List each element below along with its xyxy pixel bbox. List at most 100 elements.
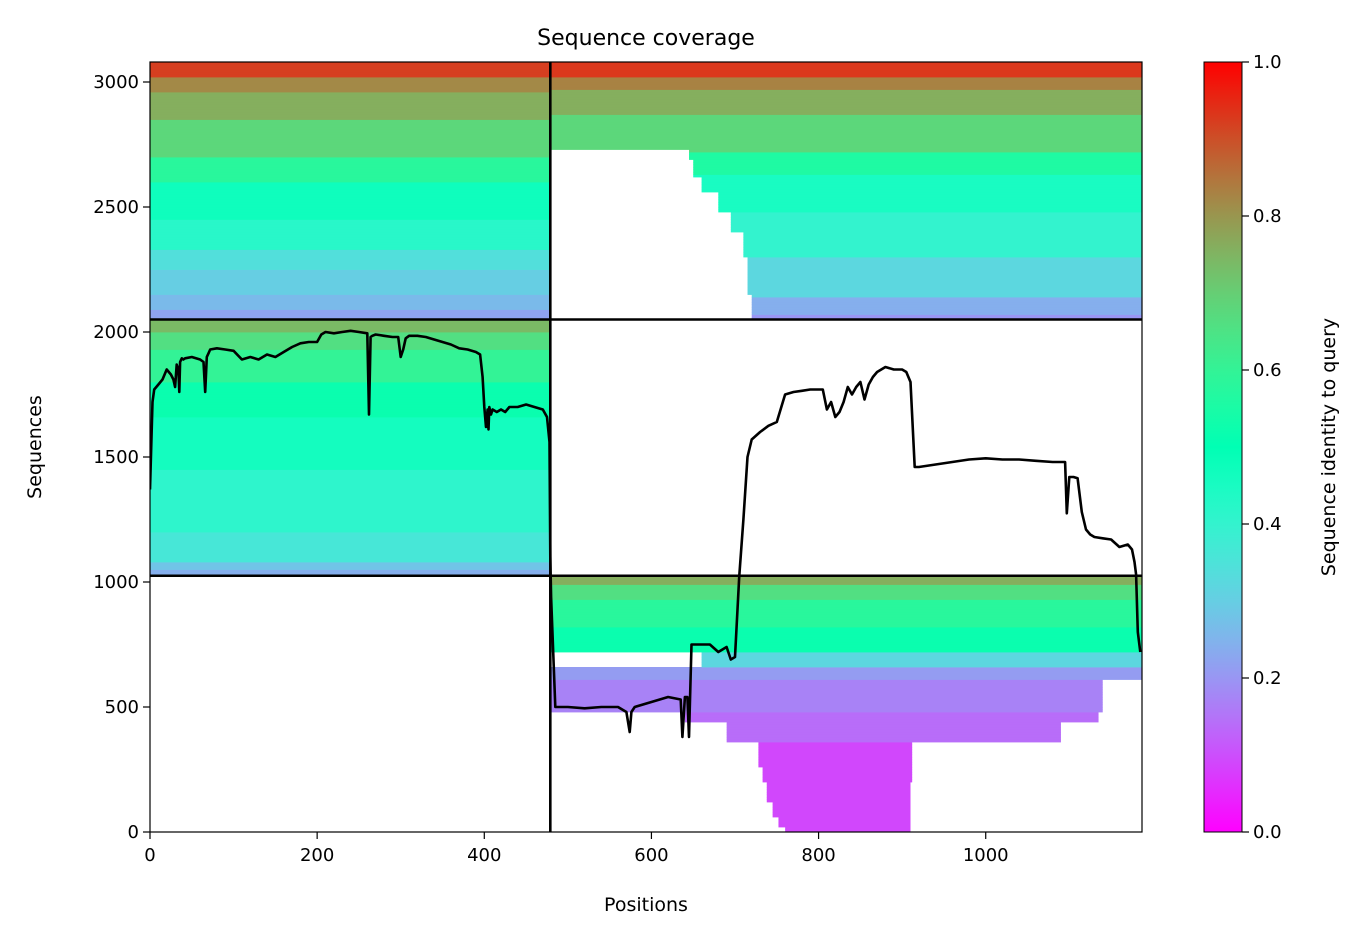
coverage-strip (689, 154, 1142, 158)
coverage-strip (150, 407, 551, 410)
coverage-strip (550, 644, 1142, 648)
coverage-strip (150, 349, 551, 353)
coverage-strip (150, 242, 551, 245)
coverage-strip (150, 367, 551, 370)
coverage-strip (150, 159, 551, 163)
coverage-strip (550, 67, 1142, 70)
coverage-strip (766, 782, 911, 785)
coverage-strip (150, 167, 551, 170)
coverage-strip (150, 259, 551, 263)
colorbar-label: Sequence identity to query (1318, 318, 1340, 576)
coverage-strip (150, 492, 551, 495)
coverage-strip (718, 194, 1142, 198)
colorbar-tick-label: 0.6 (1253, 360, 1282, 381)
coverage-strip (150, 157, 551, 160)
coverage-strip (550, 629, 1142, 633)
coverage-strip (150, 544, 551, 548)
coverage-strip (150, 292, 551, 295)
y-tick-label: 1500 (93, 447, 139, 468)
coverage-strip (550, 627, 1142, 630)
coverage-strip (150, 564, 551, 568)
coverage-strip (550, 77, 1142, 80)
coverage-strip (150, 197, 551, 200)
plot-frame (149, 61, 1143, 833)
coverage-strip (150, 342, 551, 345)
coverage-strip (701, 662, 1142, 665)
coverage-strip (150, 377, 551, 380)
coverage-strip (150, 107, 551, 110)
coverage-strip (701, 654, 1142, 658)
block-bottom-right (550, 575, 1142, 832)
x-tick-label: 400 (467, 845, 501, 866)
coverage-strip (150, 384, 551, 388)
coverage-strip (150, 434, 551, 438)
y-tick-label: 2500 (93, 197, 139, 218)
coverage-strip (150, 207, 551, 210)
coverage-strip (150, 169, 551, 173)
coverage-strip (747, 287, 1142, 290)
coverage-strip (550, 617, 1142, 620)
coverage-strip (726, 739, 1061, 743)
coverage-strip (150, 69, 551, 73)
coverage-strip (150, 339, 551, 343)
coverage-strip (150, 179, 551, 183)
coverage-strip (150, 182, 551, 185)
coverage-strip (550, 99, 1142, 103)
coverage-strip (751, 314, 1142, 318)
coverage-strip (150, 334, 551, 338)
coverage-strip (693, 164, 1142, 168)
coverage-strip (743, 254, 1142, 258)
coverage-strip (550, 589, 1142, 593)
coverage-strip (751, 297, 1142, 300)
coverage-strip (747, 269, 1142, 273)
coverage-strip (150, 84, 551, 88)
block-top-right (550, 62, 1142, 320)
coverage-strip (150, 164, 551, 168)
coverage-strip (150, 389, 551, 393)
y-axis: 0 500 1000 1500 2000 2500 3000 (93, 72, 150, 843)
coverage-strip (550, 677, 1142, 680)
coverage-strip (550, 619, 1142, 623)
coverage-strip (150, 542, 551, 545)
coverage-strip (701, 664, 1142, 668)
coverage-strip (150, 494, 551, 498)
coverage-strip (758, 754, 913, 758)
coverage-strip (150, 124, 551, 128)
coverage-strip (743, 237, 1142, 240)
coverage-strip (150, 239, 551, 243)
coverage-strip (150, 569, 551, 572)
coverage-strip (150, 122, 551, 125)
coverage-strip (684, 712, 1099, 715)
coverage-strip (743, 239, 1142, 243)
coverage-strip (150, 567, 551, 570)
coverage-strip (747, 264, 1142, 268)
coverage-strip (150, 452, 551, 455)
coverage-strip (150, 87, 551, 90)
coverage-strip (550, 692, 1103, 695)
coverage-strip (150, 79, 551, 83)
coverage-strip (751, 299, 1142, 303)
coverage-strip (693, 169, 1142, 173)
coverage-strip (550, 674, 1142, 678)
coverage-strip (150, 217, 551, 220)
coverage-strip (689, 152, 1142, 155)
coverage-strip (150, 477, 551, 480)
coverage-strip (718, 192, 1142, 195)
coverage-strip (766, 797, 911, 800)
coverage-strip (150, 432, 551, 435)
coverage-strip (758, 749, 913, 753)
coverage-strip (150, 549, 551, 553)
coverage-strip (150, 409, 551, 413)
coverage-strip (150, 177, 551, 180)
colorbar (1203, 61, 1243, 833)
coverage-strip (150, 324, 551, 328)
coverage-strip (550, 642, 1142, 645)
coverage-strip (150, 379, 551, 383)
coverage-strip (718, 207, 1142, 210)
coverage-strip (730, 219, 1142, 223)
coverage-strip (150, 464, 551, 468)
coverage-strip (550, 69, 1142, 73)
coverage-strip (150, 297, 551, 300)
